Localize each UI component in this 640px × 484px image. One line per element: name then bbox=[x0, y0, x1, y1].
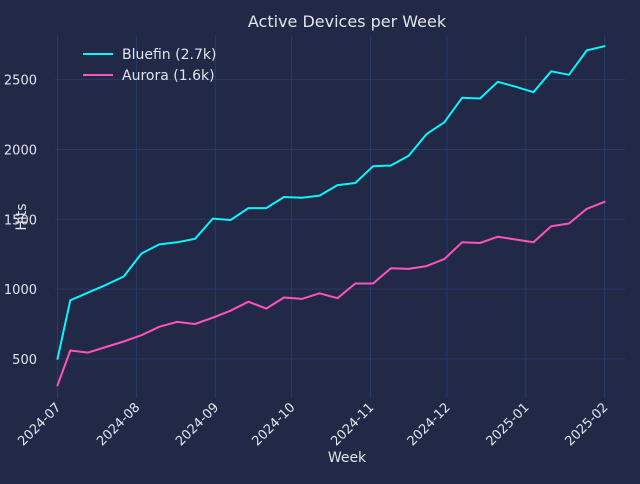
series-line-1 bbox=[56, 200, 606, 387]
y-axis-label: Hits bbox=[14, 203, 30, 230]
y-tick-label: 500 bbox=[12, 353, 37, 368]
x-tick-label: 2024-12 bbox=[405, 400, 454, 449]
x-tick-label: 2024-07 bbox=[15, 400, 64, 449]
legend: Bluefin (2.7k) Aurora (1.6k) bbox=[83, 47, 216, 84]
series-lines bbox=[56, 45, 606, 387]
x-tick-label: 2024-08 bbox=[94, 400, 143, 449]
x-axis-label: Week bbox=[328, 450, 367, 466]
series-line-0 bbox=[56, 45, 606, 360]
chart-title: Active Devices per Week bbox=[248, 12, 447, 31]
x-axis-ticks: 2024-07 2024-08 2024-09 2024-10 2024-11 2024-… bbox=[15, 400, 611, 449]
x-tick-label: 2024-09 bbox=[173, 400, 222, 449]
x-tick-label: 2024-10 bbox=[249, 400, 298, 449]
legend-label: Aurora (1.6k) bbox=[122, 68, 215, 84]
x-tick-label: 2024-11 bbox=[328, 400, 377, 449]
x-tick-label: 2025-01 bbox=[484, 400, 533, 449]
y-tick-label: 2000 bbox=[4, 143, 37, 158]
y-tick-label: 2500 bbox=[4, 74, 37, 89]
y-axis-ticks: 500 1000 1500 2000 2500 bbox=[4, 74, 37, 368]
y-tick-label: 1000 bbox=[4, 283, 37, 298]
y-tick-label: 1500 bbox=[4, 213, 37, 228]
x-tick-label: 2025-02 bbox=[562, 400, 611, 449]
legend-label: Bluefin (2.7k) bbox=[122, 47, 216, 63]
grid-lines bbox=[55, 35, 625, 398]
